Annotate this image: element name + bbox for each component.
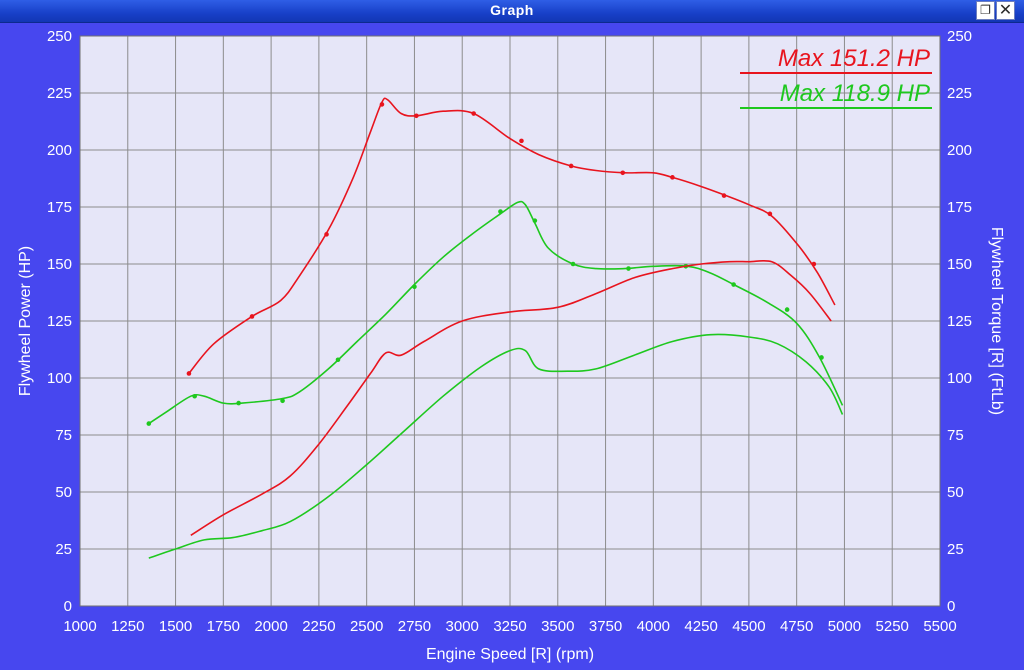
series-0-point <box>186 371 192 376</box>
series-line-0 <box>188 97 836 374</box>
series-1-point <box>335 357 341 363</box>
x-tick-label: 1000 <box>63 618 96 635</box>
legend-entry-red: Max 151.2 HP <box>778 45 930 72</box>
left-y-tick-label: 100 <box>47 370 72 387</box>
series-1-point <box>236 400 241 406</box>
series-0-point <box>519 138 524 144</box>
right-y-tick-labels: 0 25 50 75 100 125 150 175 200 225 250 <box>947 28 972 615</box>
grid-lines <box>79 35 941 607</box>
right-y-tick-label: 50 <box>947 484 964 501</box>
right-y-tick-label: 225 <box>947 85 972 102</box>
right-y-axis-label: Flywheel Torque [R] (FtLb) <box>988 227 1005 415</box>
right-y-tick-label: 75 <box>947 427 964 444</box>
x-tick-label: 1750 <box>207 618 240 635</box>
series-1-point <box>532 218 538 223</box>
left-y-tick-label: 150 <box>47 256 72 273</box>
plot-border <box>79 35 941 607</box>
restore-window-icon[interactable]: ❐ <box>976 1 995 20</box>
series-0-point <box>568 163 574 169</box>
series-0-point <box>620 170 626 176</box>
legend: Max 151.2 HP Max 118.9 HP <box>740 45 932 109</box>
series-1-point <box>731 282 736 287</box>
x-tick-label: 3500 <box>541 618 574 635</box>
series-1-point <box>784 307 790 312</box>
close-icon[interactable]: ✕ <box>996 1 1015 20</box>
left-y-tick-label: 200 <box>47 142 72 159</box>
right-y-tick-label: 0 <box>947 598 955 615</box>
x-tick-label: 2500 <box>350 618 383 635</box>
legend-entry-green: Max 118.9 HP <box>780 80 930 107</box>
left-y-tick-label: 125 <box>47 313 72 330</box>
left-y-tick-label: 25 <box>55 541 72 558</box>
x-tick-label: 3750 <box>589 618 622 635</box>
series-1-point <box>626 266 631 271</box>
series-1-point <box>819 355 824 360</box>
right-y-tick-label: 200 <box>947 142 972 159</box>
series-1-point <box>146 421 152 426</box>
left-y-tick-labels: 0 25 50 75 100 125 150 175 200 225 250 <box>47 28 72 615</box>
x-tick-label: 4000 <box>637 618 670 635</box>
left-y-tick-label: 175 <box>47 199 72 216</box>
title-bar[interactable]: Graph ❐ ✕ <box>0 0 1024 23</box>
x-tick-label: 5500 <box>923 618 956 635</box>
right-y-tick-label: 250 <box>947 28 972 45</box>
series-0-point <box>811 261 817 267</box>
left-y-axis-label: Flywheel Power (HP) <box>17 246 34 396</box>
x-tick-labels: 1000 1250 1500 1750 2000 2250 2500 2750 3000 3250… <box>63 618 956 635</box>
x-tick-label: 4500 <box>732 618 765 635</box>
left-y-tick-label: 0 <box>64 598 72 615</box>
x-tick-label: 2750 <box>398 618 431 635</box>
series-0-point <box>414 113 419 119</box>
series-0-point <box>670 175 675 180</box>
left-y-tick-label: 225 <box>47 85 72 102</box>
x-tick-label: 3000 <box>446 618 479 635</box>
series-1-point <box>412 284 417 290</box>
series-1-point <box>498 209 503 214</box>
series-line-3 <box>148 333 844 559</box>
window-title: Graph <box>490 2 534 18</box>
series-0-point <box>324 232 329 237</box>
x-tick-label: 1250 <box>111 618 144 635</box>
right-y-tick-label: 125 <box>947 313 972 330</box>
left-y-tick-label: 50 <box>55 484 72 501</box>
right-y-tick-label: 175 <box>947 199 972 216</box>
right-y-tick-label: 25 <box>947 541 964 558</box>
right-y-tick-label: 100 <box>947 370 972 387</box>
engine-dyno-chart: 1000 1250 1500 1750 2000 2250 2500 2750 3000 3250… <box>17 28 1005 663</box>
series-0-point <box>249 314 255 319</box>
x-tick-label: 2250 <box>302 618 335 635</box>
left-y-tick-label: 250 <box>47 28 72 45</box>
x-tick-label: 2000 <box>254 618 287 635</box>
x-axis-label: Engine Speed [R] (rpm) <box>426 646 594 663</box>
series-1-point <box>192 393 197 399</box>
x-tick-label: 3250 <box>493 618 526 635</box>
right-y-tick-label: 150 <box>947 256 972 273</box>
series-0-point <box>379 102 385 107</box>
series-0-point <box>721 193 727 198</box>
series-line-2 <box>190 259 832 536</box>
series-1-point <box>570 261 576 267</box>
series-0-point <box>767 211 773 217</box>
series-0-point <box>471 111 476 116</box>
series-1-point <box>280 398 285 404</box>
x-tick-label: 4250 <box>684 618 717 635</box>
x-tick-label: 1500 <box>159 618 192 635</box>
left-y-tick-label: 75 <box>55 427 72 444</box>
x-tick-label: 5250 <box>876 618 909 635</box>
x-tick-label: 5000 <box>828 618 861 635</box>
series-lines <box>146 97 844 559</box>
x-tick-label: 4750 <box>780 618 813 635</box>
